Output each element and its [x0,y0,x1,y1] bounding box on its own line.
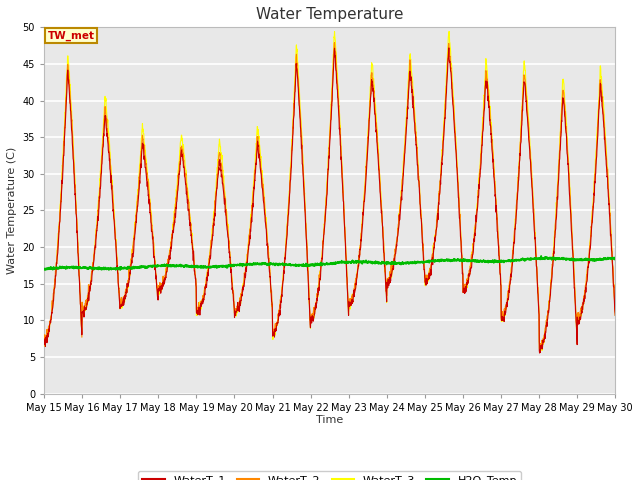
Legend: WaterT_1, WaterT_2, WaterT_3, H2O_Temp: WaterT_1, WaterT_2, WaterT_3, H2O_Temp [138,471,522,480]
X-axis label: Time: Time [316,415,343,425]
Text: TW_met: TW_met [48,30,95,40]
Title: Water Temperature: Water Temperature [256,7,403,22]
Y-axis label: Water Temperature (C): Water Temperature (C) [7,147,17,274]
